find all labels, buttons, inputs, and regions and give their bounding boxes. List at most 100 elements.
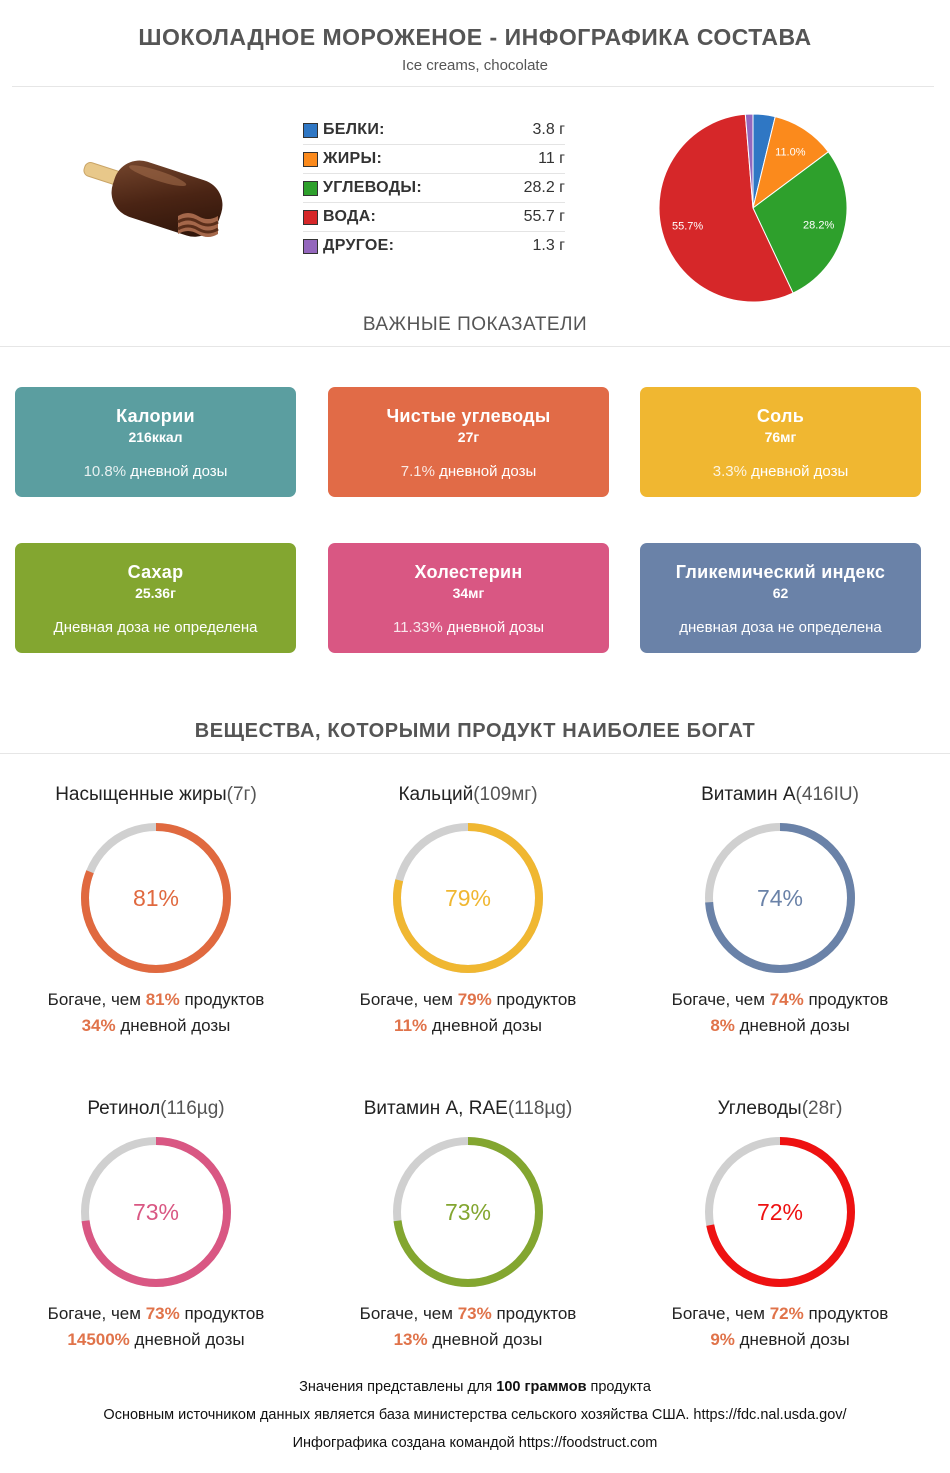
rich-item-richer: Богаче, чем 79% продуктов	[318, 990, 618, 1010]
card-sugar: Сахар 25.36г Дневная доза не определена	[15, 543, 296, 653]
pie-data-label: 11.0%	[775, 147, 806, 159]
daily-text: дневной дозы	[739, 1330, 850, 1349]
card-daily-pct: 10.8%	[83, 463, 127, 480]
richer-suffix: продуктов	[184, 1304, 265, 1323]
richer-percent: 74%	[769, 990, 804, 1009]
rich-item-amount: (7г)	[226, 784, 257, 805]
footer-source: Основным источником данных является база…	[103, 1407, 847, 1423]
rich-item-title: Витамин A, RAE(118µg)	[318, 1098, 618, 1120]
richer-percent: 73%	[457, 1304, 492, 1323]
card-daily-text: дневная доза не определена	[679, 619, 882, 636]
percentile-ring: 72%	[705, 1137, 855, 1287]
carbs-swatch	[303, 180, 318, 196]
richer-suffix: продуктов	[184, 990, 265, 1009]
richer-percent: 79%	[457, 990, 492, 1009]
card-daily: 3.3% дневной дозы	[640, 463, 921, 480]
rich-item-daily: 14500% дневной дозы	[6, 1330, 306, 1350]
card-salt: Соль 76мг 3.3% дневной дозы	[640, 387, 921, 497]
protein-swatch	[303, 122, 318, 138]
macro-row-carbs: УГЛЕВОДЫ: 28.2 г	[303, 174, 565, 203]
macro-value: 11 г	[538, 150, 565, 167]
rich-item-daily: 8% дневной дозы	[630, 1016, 930, 1036]
rich-item-daily: 13% дневной дозы	[318, 1330, 618, 1350]
divider	[12, 86, 934, 87]
richer-prefix: Богаче, чем	[671, 990, 765, 1009]
card-daily: дневная доза не определена	[640, 619, 921, 636]
rich-item-calcium: Кальций(109мг) 79% Богаче, чем 79% проду…	[318, 784, 618, 1036]
footer-credits: Инфографика создана командой https://foo…	[292, 1435, 658, 1451]
rich-item-saturated-fat: Насыщенные жиры(7г) 81% Богаче, чем 81% …	[6, 784, 306, 1036]
richer-prefix: Богаче, чем	[47, 1304, 141, 1323]
card-cholesterol: Холестерин 34мг 11.33% дневной дозы	[328, 543, 609, 653]
macro-name: ДРУГОЕ:	[323, 237, 395, 254]
rich-item-richer: Богаче, чем 72% продуктов	[630, 1304, 930, 1324]
rich-item-name: Витамин A	[701, 784, 796, 805]
macro-row-water: ВОДА: 55.7 г	[303, 203, 565, 232]
rich-item-title: Витамин A(416IU)	[630, 784, 930, 806]
richer-percent: 73%	[145, 1304, 180, 1323]
macro-name: УГЛЕВОДЫ:	[323, 179, 423, 196]
card-net-carbs: Чистые углеводы 27г 7.1% дневной дозы	[328, 387, 609, 497]
rich-item-daily: 9% дневной дозы	[630, 1330, 930, 1350]
card-daily-text: Дневная доза не определена	[53, 619, 258, 636]
macro-row-protein: БЕЛКИ: 3.8 г	[303, 116, 565, 145]
richer-suffix: продуктов	[808, 1304, 889, 1323]
macro-row-fat: ЖИРЫ: 11 г	[303, 145, 565, 174]
ring-percent: 72%	[757, 1199, 803, 1225]
percentile-ring: 79%	[393, 823, 543, 973]
indicators-title: ВАЖНЫЕ ПОКАЗАТЕЛИ	[362, 314, 588, 335]
composition-pie-chart: 11.0% 28.2% 55.7%	[658, 113, 848, 303]
daily-text: дневной дозы	[431, 1016, 542, 1035]
card-daily: 11.33% дневной дозы	[328, 619, 609, 636]
daily-percent: 9%	[710, 1330, 735, 1349]
rich-item-title: Углеводы(28г)	[630, 1098, 930, 1120]
macros-table: БЕЛКИ: 3.8 г ЖИРЫ: 11 г УГЛЕВОДЫ: 28.2 г…	[303, 116, 565, 260]
percentile-ring: 73%	[81, 1137, 231, 1287]
card-value: 25.36г	[135, 585, 176, 601]
rich-item-amount: (118µg)	[507, 1098, 573, 1119]
card-name: Холестерин	[414, 562, 523, 582]
macro-name: ВОДА:	[323, 208, 377, 225]
macro-value: 3.8 г	[532, 121, 565, 138]
card-daily-text: дневной дозы	[751, 463, 849, 480]
richer-percent: 81%	[145, 990, 180, 1009]
daily-percent: 13%	[393, 1330, 428, 1349]
richer-suffix: продуктов	[496, 1304, 577, 1323]
card-value: 76мг	[764, 429, 797, 445]
footer-note-amount: 100 граммов	[496, 1379, 587, 1395]
footer-note: Значения представлены для 100 граммов пр…	[0, 1379, 950, 1395]
rich-item-amount: (109мг)	[473, 784, 538, 805]
daily-percent: 34%	[81, 1016, 116, 1035]
ring-percent: 74%	[757, 885, 803, 911]
water-swatch	[303, 209, 318, 225]
ring-fill	[705, 823, 855, 973]
macro-name: ЖИРЫ:	[323, 150, 383, 167]
daily-text: дневной дозы	[120, 1016, 231, 1035]
rich-item-richer: Богаче, чем 81% продуктов	[6, 990, 306, 1010]
card-daily-pct: 7.1%	[400, 463, 435, 480]
rich-item-amount: (116µg)	[160, 1098, 225, 1119]
richer-percent: 72%	[769, 1304, 804, 1323]
divider	[0, 753, 950, 754]
rich-item-title: Насыщенные жиры(7г)	[6, 784, 306, 806]
card-daily-pct: 3.3%	[712, 463, 747, 480]
rich-item-title: Кальций(109мг)	[318, 784, 618, 806]
card-calories: Калории 216ккал 10.8% дневной дозы	[15, 387, 296, 497]
ring-fill	[81, 823, 231, 973]
card-daily-text: дневной дозы	[130, 463, 228, 480]
rich-item-name: Ретинол	[87, 1098, 161, 1119]
rich-title: ВЕЩЕСТВА, КОТОРЫМИ ПРОДУКТ НАИБОЛЕЕ БОГА…	[194, 720, 756, 742]
page-title: ШОКОЛАДНОЕ МОРОЖЕНОЕ - ИНФОГРАФИКА СОСТА…	[138, 24, 812, 50]
rich-item-name: Углеводы	[717, 1098, 802, 1119]
pie-slice-вода	[658, 113, 794, 303]
rich-item-retinol: Ретинол(116µg) 73% Богаче, чем 73% проду…	[6, 1098, 306, 1350]
macro-row-other: ДРУГОЕ: 1.3 г	[303, 232, 565, 260]
richer-prefix: Богаче, чем	[671, 1304, 765, 1323]
daily-percent: 8%	[710, 1016, 735, 1035]
daily-text: дневной дозы	[739, 1016, 850, 1035]
card-name: Соль	[756, 406, 805, 426]
rich-item-name: Витамин A, RAE	[363, 1098, 508, 1119]
fat-swatch	[303, 151, 318, 167]
footer-note-prefix: Значения представлены для	[299, 1379, 493, 1395]
card-name: Калории	[116, 406, 195, 426]
